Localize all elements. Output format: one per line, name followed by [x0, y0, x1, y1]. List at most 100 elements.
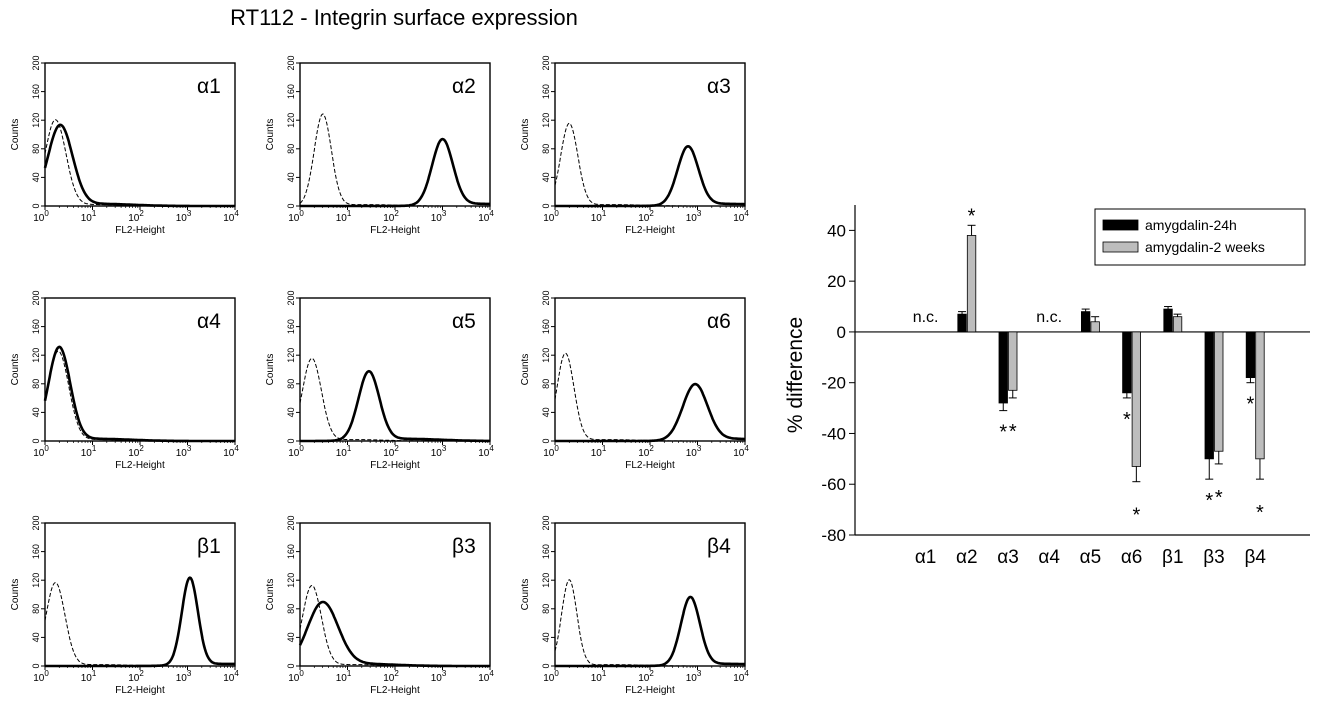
y-tick-label: 120	[286, 113, 296, 128]
x-tick-label: 103	[431, 444, 447, 459]
y-tick-label: 0	[837, 323, 846, 342]
bar	[1008, 331, 1018, 391]
x-tick-label: 103	[176, 444, 192, 459]
y-axis-label: Counts	[10, 354, 21, 386]
y-tick-label: 40	[31, 172, 41, 182]
bar	[957, 313, 967, 333]
x-tick-label: 103	[686, 209, 702, 224]
y-tick-label: 200	[31, 55, 41, 70]
x-category-label: β4	[1244, 547, 1266, 568]
x-tick-label: 100	[33, 444, 49, 459]
significance-star: *	[999, 422, 1007, 444]
x-tick-label: 103	[176, 669, 192, 684]
y-tick-label: 120	[31, 113, 41, 128]
panel-label: α2	[452, 75, 476, 98]
y-axis-label: Counts	[520, 354, 531, 386]
legend-entry: amygdalin-2 weeks	[1145, 239, 1265, 255]
integrin-expression-curve	[555, 595, 745, 668]
isotype-control-curve	[554, 579, 745, 667]
x-tick-label: 100	[543, 209, 559, 224]
panel-label: α4	[197, 310, 221, 333]
bar	[998, 331, 1008, 404]
y-tick-label: 160	[286, 544, 296, 559]
y-axis-label: Counts	[10, 579, 21, 611]
isotype-control-curve	[554, 122, 745, 207]
panel-label: α3	[707, 75, 731, 98]
x-tick-label: 100	[288, 209, 304, 224]
y-tick-label: 200	[286, 290, 296, 305]
x-tick-label: 104	[478, 209, 494, 224]
histogram-panel-a5: 0 40 80 120 160 200 Counts 100 101 102 103 104 FL2-H…	[265, 290, 494, 471]
x-tick-label: 104	[223, 444, 239, 459]
y-tick-label: 80	[286, 604, 296, 614]
y-tick-label: 40	[31, 407, 41, 417]
x-tick-label: 102	[383, 209, 399, 224]
y-tick-label: 0	[286, 663, 296, 668]
bar	[1131, 331, 1142, 467]
bar	[1163, 308, 1173, 333]
y-axis-label: Counts	[520, 579, 531, 611]
panel-label: β3	[452, 535, 476, 558]
x-category-label: β3	[1203, 547, 1225, 568]
histogram-panel-b4: 0 40 80 120 160 200 Counts 100 101 102 103 104 FL2-H…	[520, 515, 749, 696]
y-tick-label: 120	[541, 573, 551, 588]
significance-star: *	[968, 205, 976, 227]
x-category-label: α3	[997, 547, 1019, 568]
y-tick-label: 160	[541, 544, 551, 559]
x-tick-label: 102	[638, 209, 654, 224]
legend-box	[1094, 208, 1306, 266]
y-tick-label: 0	[31, 663, 41, 668]
x-tick-label: 100	[33, 669, 49, 684]
y-tick-label: 80	[541, 379, 551, 389]
y-tick-label: 40	[541, 172, 551, 182]
x-axis-label: FL2-Height	[115, 685, 165, 696]
y-tick-label: 200	[286, 55, 296, 70]
bar	[1080, 311, 1091, 333]
y-tick-label: 120	[31, 573, 41, 588]
histogram-panel-b3: 0 40 80 120 160 200 Counts 100 101 102 103 104 FL2-H…	[265, 515, 494, 696]
y-tick-label: 40	[31, 632, 41, 642]
bar	[1255, 331, 1265, 460]
significance-star: *	[1256, 502, 1264, 524]
legend-swatch	[1102, 241, 1139, 253]
x-tick-label: 102	[128, 209, 144, 224]
y-tick-label: 0	[31, 438, 41, 443]
bar	[1214, 331, 1224, 452]
x-tick-label: 101	[591, 669, 607, 684]
not-calculated-label: n.c.	[913, 309, 939, 326]
integrin-expression-curve	[298, 600, 490, 668]
x-axis-label: FL2-Height	[370, 225, 420, 236]
panel-label: α6	[707, 310, 731, 333]
y-tick-label: 160	[286, 319, 296, 334]
y-tick-label: 20	[827, 272, 846, 291]
y-tick-label: 160	[31, 544, 41, 559]
x-tick-label: 101	[81, 209, 97, 224]
isotype-control-curve	[299, 584, 490, 667]
x-tick-label: 104	[223, 669, 239, 684]
x-tick-label: 100	[543, 669, 559, 684]
integrin-expression-curve	[555, 382, 745, 443]
y-tick-label: 200	[541, 55, 551, 70]
y-axis-label: % difference	[784, 317, 807, 433]
y-tick-label: 200	[541, 290, 551, 305]
x-tick-label: 101	[336, 669, 352, 684]
isotype-control-curve	[44, 582, 235, 667]
x-axis-label: FL2-Height	[370, 685, 420, 696]
panel-label: α5	[452, 310, 476, 333]
y-tick-label: 0	[541, 438, 551, 443]
panel-label: β1	[197, 535, 221, 558]
x-tick-label: 101	[81, 669, 97, 684]
x-axis-label: FL2-Height	[115, 225, 165, 236]
y-tick-label: 80	[31, 379, 41, 389]
y-tick-label: 80	[286, 144, 296, 154]
x-category-label: α5	[1080, 547, 1102, 568]
x-tick-label: 103	[686, 669, 702, 684]
y-tick-label: 40	[286, 407, 296, 417]
significance-star: *	[1123, 409, 1131, 431]
y-tick-label: 40	[286, 172, 296, 182]
x-tick-label: 104	[733, 209, 749, 224]
y-axis-label: Counts	[265, 119, 276, 151]
x-tick-label: 102	[128, 444, 144, 459]
isotype-control-curve	[299, 357, 490, 442]
significance-star: *	[1247, 394, 1255, 416]
